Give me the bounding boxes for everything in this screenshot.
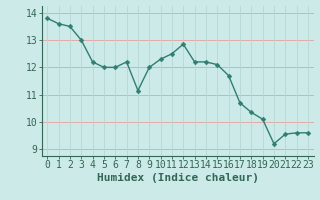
X-axis label: Humidex (Indice chaleur): Humidex (Indice chaleur): [97, 173, 259, 183]
